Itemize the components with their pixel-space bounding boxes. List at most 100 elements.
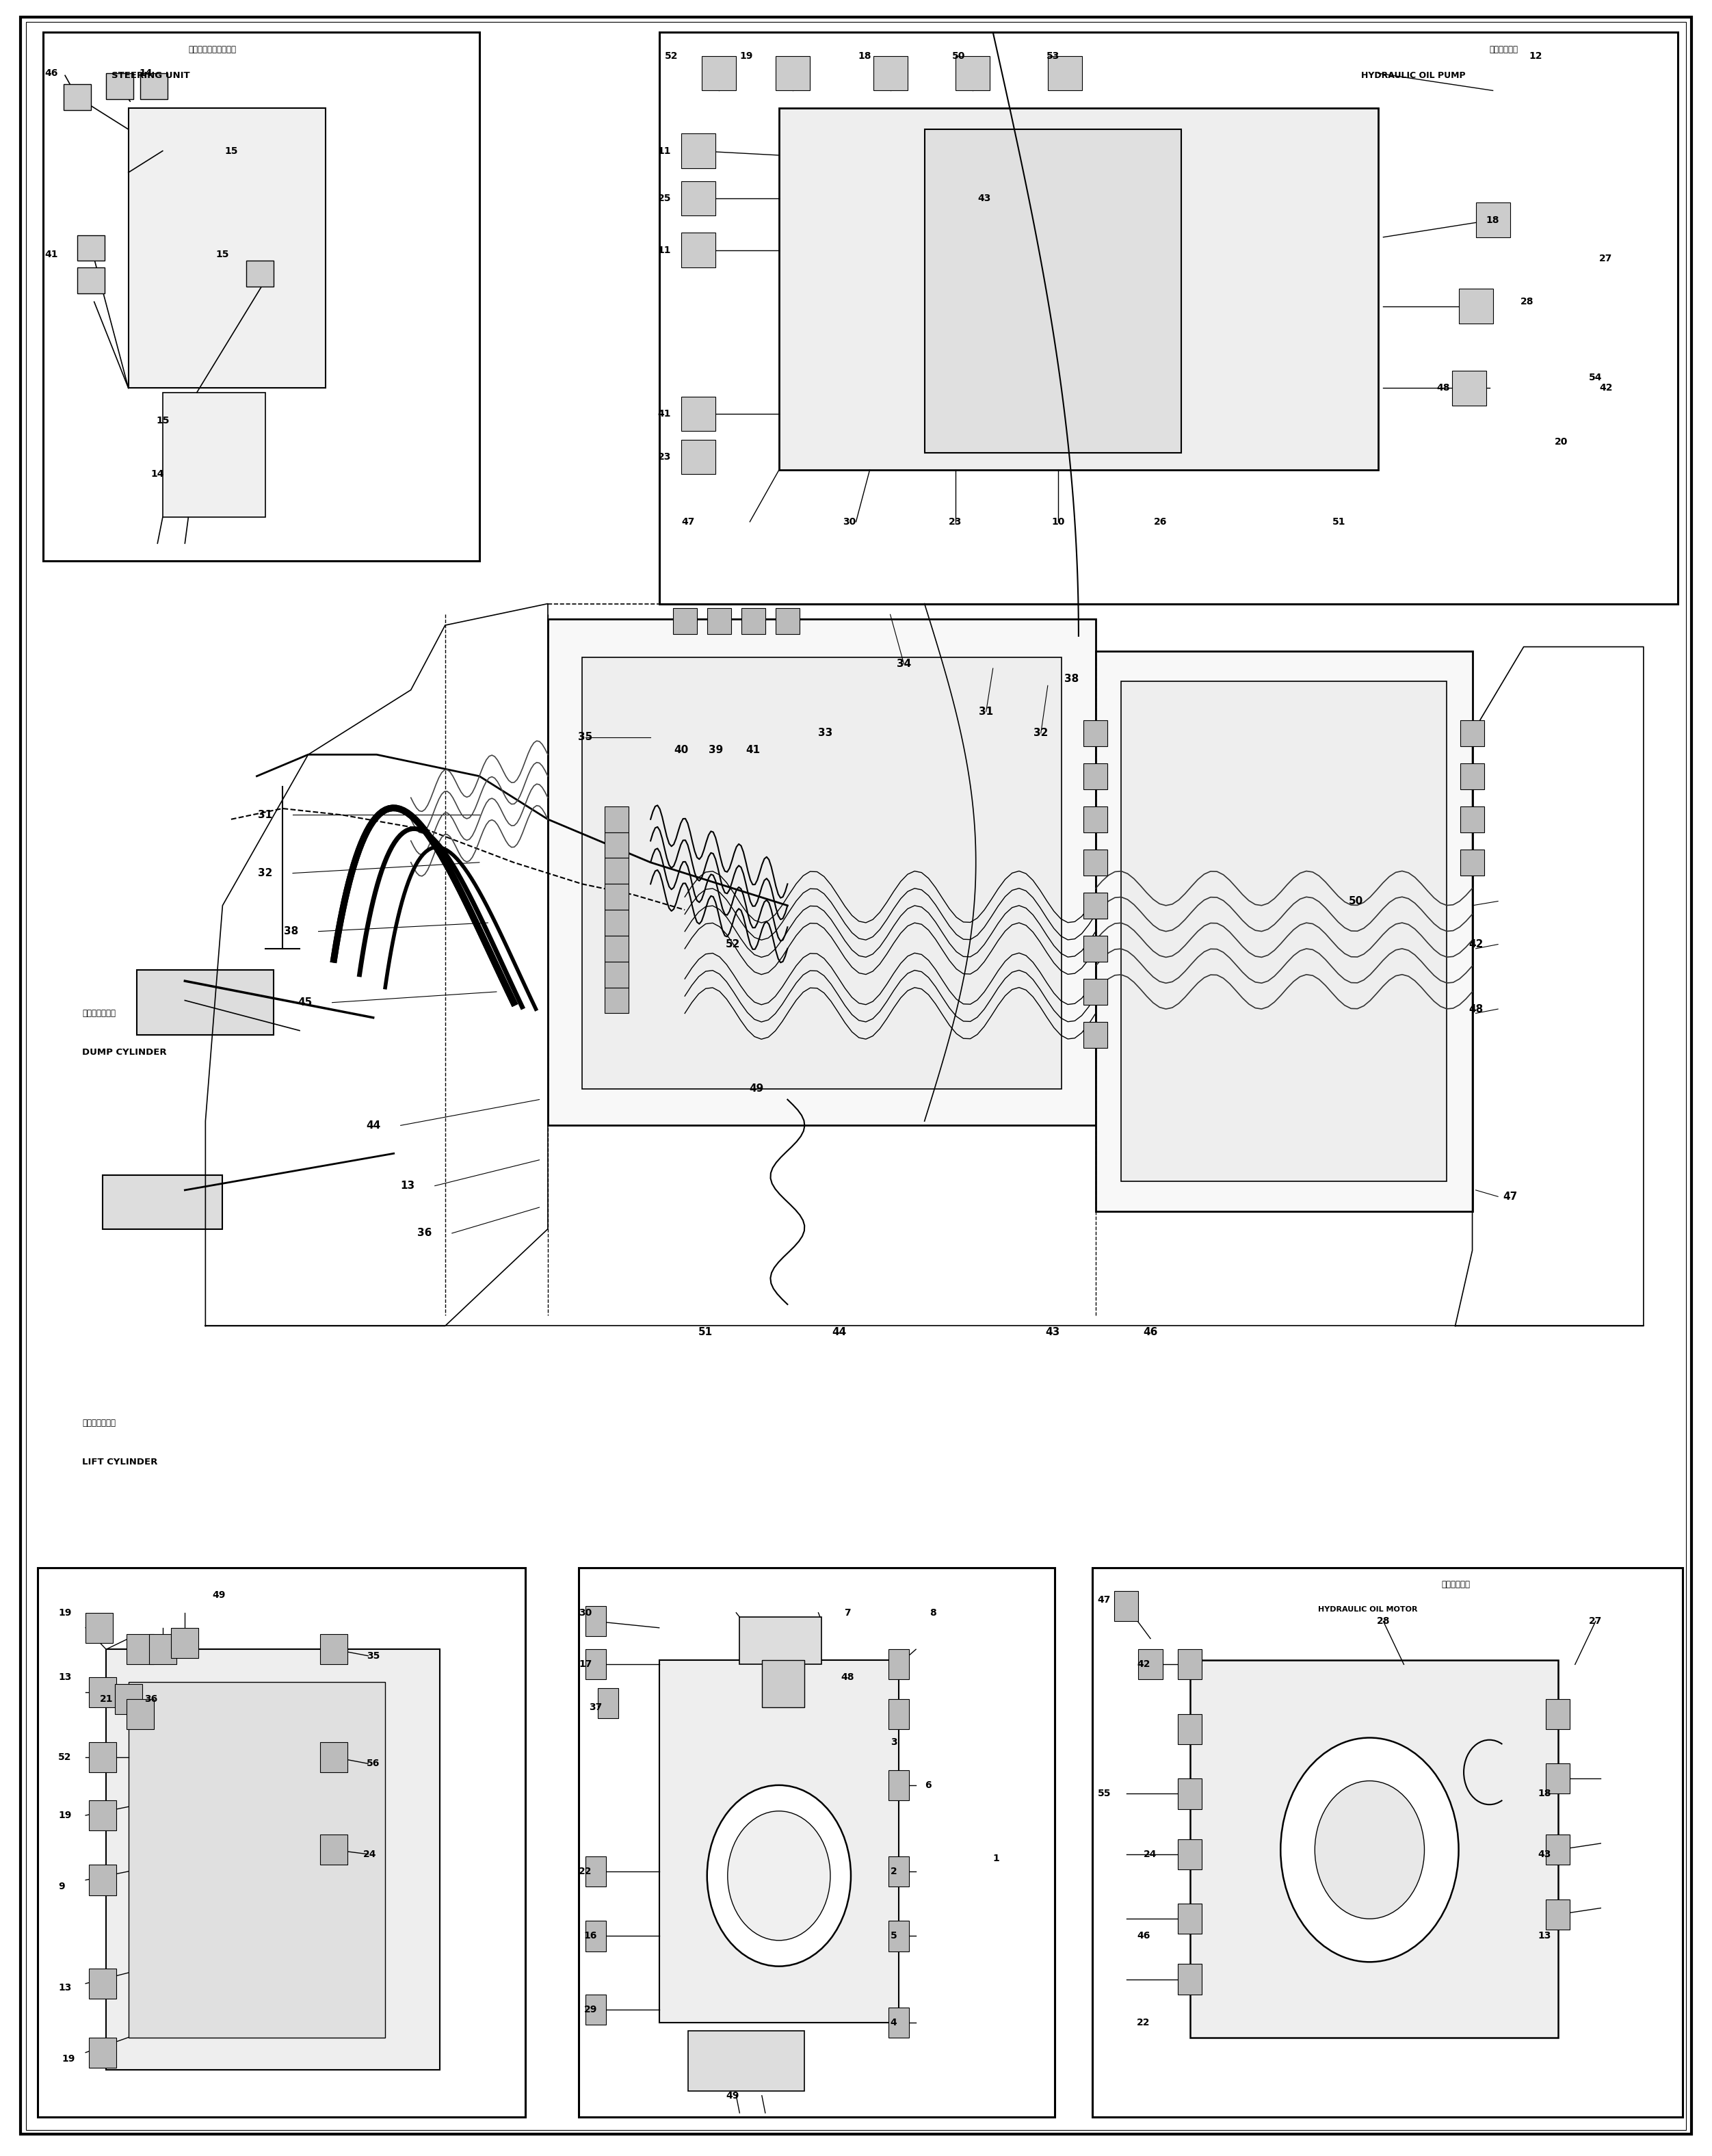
Bar [604, 910, 628, 936]
Bar [659, 32, 1678, 604]
Bar [106, 1649, 440, 2070]
Bar [681, 181, 716, 216]
Text: 13: 13 [58, 1673, 72, 1682]
Bar [106, 73, 134, 99]
Text: 56: 56 [366, 1759, 380, 1768]
Text: 19: 19 [58, 1811, 72, 1820]
Text: 33: 33 [818, 729, 832, 737]
Text: STEERING UNIT: STEERING UNIT [111, 71, 190, 80]
Bar [604, 936, 628, 962]
Bar [1084, 979, 1108, 1005]
Circle shape [728, 1811, 830, 1940]
Text: LIFT CYLINDER: LIFT CYLINDER [82, 1457, 158, 1466]
Text: 41: 41 [45, 250, 58, 259]
Text: 5: 5 [890, 1932, 897, 1940]
Text: 1: 1 [993, 1854, 1000, 1863]
Text: 28: 28 [1520, 298, 1534, 306]
Bar [77, 267, 104, 293]
Text: 6: 6 [924, 1781, 931, 1789]
Bar [586, 1856, 606, 1886]
Bar [1476, 203, 1510, 237]
Bar [1115, 1591, 1138, 1621]
Text: HYDRAULIC OIL PUMP: HYDRAULIC OIL PUMP [1361, 71, 1465, 80]
Bar [149, 1634, 176, 1664]
Bar [582, 658, 1061, 1089]
Bar [86, 1613, 113, 1643]
Bar [604, 884, 628, 910]
Text: 38: 38 [284, 927, 298, 936]
Text: 25: 25 [657, 194, 671, 203]
Bar [103, 1175, 223, 1229]
Text: 18: 18 [858, 52, 871, 60]
Bar [1178, 1904, 1202, 1934]
Text: 30: 30 [842, 517, 856, 526]
Bar [1190, 1660, 1558, 2037]
Text: 15: 15 [224, 147, 238, 155]
Text: 43: 43 [1537, 1850, 1551, 1858]
Bar [127, 1634, 154, 1664]
Bar [89, 1742, 116, 1772]
Text: 15: 15 [216, 250, 229, 259]
Text: 47: 47 [1097, 1595, 1111, 1604]
Bar [1546, 1899, 1570, 1930]
Text: 8: 8 [930, 1608, 936, 1617]
Text: 12: 12 [1529, 52, 1543, 60]
Text: 9: 9 [58, 1882, 65, 1891]
Bar [1178, 1714, 1202, 1744]
Text: 51: 51 [1332, 517, 1346, 526]
Bar [681, 397, 716, 431]
Bar [889, 1856, 909, 1886]
Text: 10: 10 [1051, 517, 1065, 526]
Circle shape [707, 1785, 851, 1966]
Bar [673, 608, 697, 634]
Text: 22: 22 [1137, 2018, 1150, 2027]
Text: 2: 2 [890, 1867, 897, 1876]
Text: 20: 20 [1554, 438, 1568, 446]
Bar [681, 134, 716, 168]
Bar [1084, 806, 1108, 832]
Bar [681, 440, 716, 474]
Bar [247, 261, 274, 287]
Text: 50: 50 [1349, 897, 1363, 906]
Bar [163, 392, 265, 517]
Text: 7: 7 [844, 1608, 851, 1617]
Text: 41: 41 [746, 746, 760, 755]
Bar [320, 1835, 348, 1865]
Bar [688, 2031, 805, 2091]
Text: 13: 13 [58, 1984, 72, 1992]
Text: 52: 52 [58, 1753, 72, 1761]
Text: 14: 14 [151, 470, 164, 479]
Bar [604, 832, 628, 858]
Bar [586, 1921, 606, 1951]
Text: 42: 42 [1137, 1660, 1150, 1669]
Bar [1546, 1835, 1570, 1865]
Text: ステアリングユニット: ステアリングユニット [188, 45, 236, 54]
Bar [1546, 1699, 1570, 1729]
Text: 19: 19 [58, 1608, 72, 1617]
Bar [1092, 1567, 1683, 2117]
Text: 3: 3 [890, 1738, 897, 1746]
Bar [762, 1660, 805, 1708]
Text: 50: 50 [952, 52, 966, 60]
Text: 22: 22 [579, 1867, 592, 1876]
Text: 32: 32 [1034, 729, 1048, 737]
Bar [89, 1677, 116, 1708]
Bar [740, 1617, 822, 1664]
Text: 36: 36 [144, 1695, 158, 1703]
Bar [1121, 681, 1447, 1181]
Text: 53: 53 [1046, 52, 1060, 60]
Circle shape [1315, 1781, 1424, 1919]
Text: 19: 19 [740, 52, 753, 60]
Text: 52: 52 [726, 940, 740, 949]
Bar [1460, 763, 1484, 789]
Circle shape [1281, 1738, 1459, 1962]
Text: 35: 35 [579, 733, 592, 742]
Bar [1084, 1022, 1108, 1048]
Bar [1178, 1839, 1202, 1869]
Bar [171, 1628, 199, 1658]
Text: 27: 27 [1589, 1617, 1602, 1626]
Bar [955, 56, 990, 91]
Text: 21: 21 [99, 1695, 113, 1703]
Text: 42: 42 [1469, 940, 1483, 949]
Text: 46: 46 [1137, 1932, 1150, 1940]
